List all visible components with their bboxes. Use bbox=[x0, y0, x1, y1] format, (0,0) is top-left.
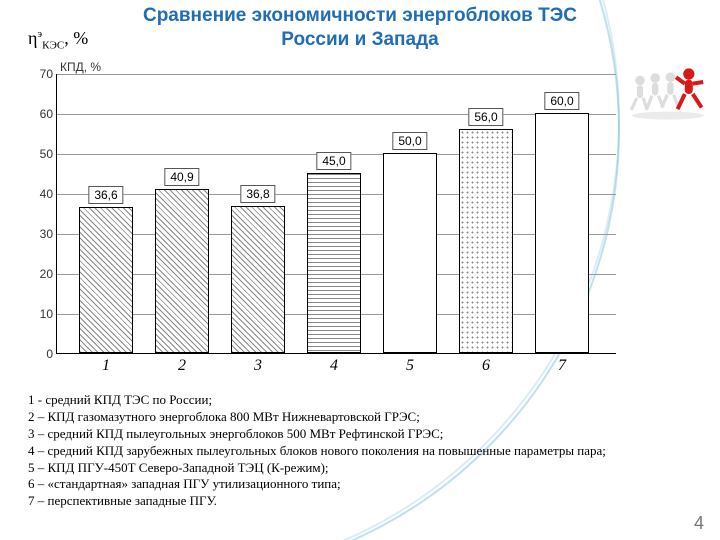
title-line2: России и Запада bbox=[281, 29, 438, 50]
y-tick: 60 bbox=[27, 107, 53, 121]
x-tick: 1 bbox=[102, 357, 110, 375]
bar-value-label: 36,8 bbox=[240, 185, 275, 203]
y-tick: 50 bbox=[27, 147, 53, 161]
legend-item: 6 – «стандартная» западная ПГУ утилизаци… bbox=[28, 476, 708, 493]
y-axis-title: КПД, % bbox=[60, 60, 101, 74]
legend: 1 - средний КПД ТЭС по России;2 – КПД га… bbox=[28, 392, 708, 510]
bar: 50,0 bbox=[383, 153, 437, 353]
gridline bbox=[57, 114, 616, 115]
bar: 36,6 bbox=[79, 207, 133, 353]
bar: 36,8 bbox=[231, 206, 285, 353]
page-number: 4 bbox=[694, 513, 704, 534]
legend-item: 4 – средний КПД зарубежных пылеугольных … bbox=[28, 443, 708, 460]
bar-value-label: 40,9 bbox=[164, 168, 199, 186]
x-tick: 2 bbox=[178, 357, 186, 375]
y-tick: 30 bbox=[27, 227, 53, 241]
bar: 45,0 bbox=[307, 173, 361, 353]
bar: 56,0 bbox=[459, 129, 513, 353]
y-tick: 20 bbox=[27, 267, 53, 281]
x-tick: 7 bbox=[558, 357, 566, 375]
y-tick: 0 bbox=[27, 347, 53, 361]
legend-item: 2 – КПД газомазутного энергоблока 800 МВ… bbox=[28, 409, 708, 426]
legend-item: 5 – КПД ПГУ-450Т Северо-Западной ТЭЦ (К-… bbox=[28, 460, 708, 477]
bar-value-label: 50,0 bbox=[392, 132, 427, 150]
x-tick: 5 bbox=[406, 357, 414, 375]
bar-value-label: 36,6 bbox=[88, 186, 123, 204]
legend-item: 1 - средний КПД ТЭС по России; bbox=[28, 392, 708, 409]
x-tick: 6 bbox=[482, 357, 490, 375]
eta-label: ηэКЭС, % bbox=[28, 28, 88, 52]
y-tick: 70 bbox=[27, 67, 53, 81]
bar: 40,9 bbox=[155, 189, 209, 353]
title-line1: Сравнение экономичности энергоблоков ТЭС bbox=[143, 5, 577, 26]
legend-item: 3 – средний КПД пылеугольных энергоблоко… bbox=[28, 426, 708, 443]
gridline bbox=[57, 74, 616, 75]
bar-value-label: 60,0 bbox=[544, 92, 579, 110]
slide-title: Сравнение экономичности энергоблоков ТЭС… bbox=[0, 4, 720, 52]
y-tick: 40 bbox=[27, 187, 53, 201]
bar-chart: 01020304050607036,6140,9236,8345,0450,05… bbox=[56, 74, 616, 354]
bar-value-label: 56,0 bbox=[468, 108, 503, 126]
legend-item: 7 – перспективные западные ПГУ. bbox=[28, 493, 708, 510]
runners-icon bbox=[628, 64, 708, 124]
bar: 60,0 bbox=[535, 113, 589, 353]
x-tick: 3 bbox=[254, 357, 262, 375]
bar-value-label: 45,0 bbox=[316, 152, 351, 170]
y-tick: 10 bbox=[27, 307, 53, 321]
x-tick: 4 bbox=[330, 357, 338, 375]
